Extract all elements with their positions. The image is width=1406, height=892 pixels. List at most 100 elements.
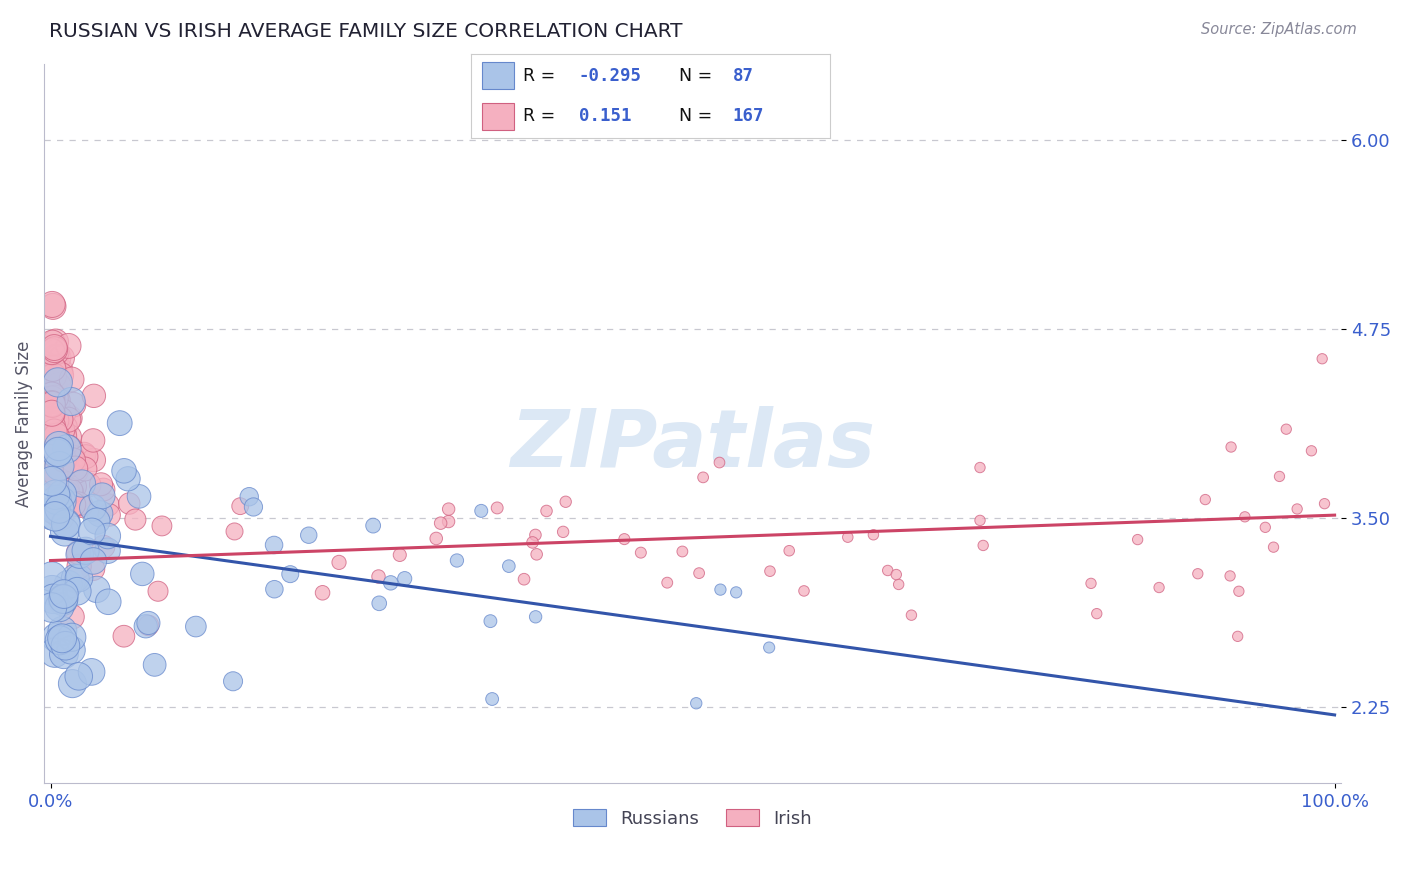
Point bbox=[481, 692, 503, 706]
Point bbox=[41, 408, 63, 422]
Point bbox=[238, 490, 260, 504]
Point bbox=[887, 577, 910, 591]
Point bbox=[49, 412, 72, 426]
Point bbox=[41, 388, 63, 402]
Point bbox=[70, 499, 93, 513]
Point bbox=[51, 351, 73, 365]
Y-axis label: Average Family Size: Average Family Size bbox=[15, 341, 32, 507]
Point bbox=[112, 464, 135, 478]
Point bbox=[41, 344, 63, 359]
Point bbox=[709, 582, 731, 597]
Point bbox=[41, 450, 63, 465]
Point bbox=[42, 446, 65, 460]
Point bbox=[876, 564, 898, 578]
Text: R =: R = bbox=[523, 107, 555, 125]
Point bbox=[1301, 443, 1323, 458]
Point bbox=[45, 631, 67, 645]
Point bbox=[52, 591, 75, 606]
Point bbox=[1313, 497, 1336, 511]
Point bbox=[45, 350, 67, 364]
Point bbox=[52, 405, 75, 419]
Point bbox=[52, 647, 75, 661]
Point bbox=[96, 543, 118, 558]
Point bbox=[900, 608, 922, 623]
Point bbox=[53, 450, 76, 465]
Point bbox=[526, 547, 548, 561]
Point bbox=[65, 571, 87, 585]
Point bbox=[311, 586, 333, 600]
Point bbox=[553, 524, 575, 539]
Point bbox=[83, 453, 105, 467]
Point bbox=[486, 500, 509, 515]
Point bbox=[59, 483, 82, 498]
Point bbox=[367, 569, 389, 583]
Point bbox=[1268, 469, 1291, 483]
Point bbox=[58, 412, 80, 426]
Point bbox=[51, 632, 73, 646]
Point bbox=[44, 488, 66, 502]
Point bbox=[524, 528, 547, 542]
Point bbox=[66, 497, 89, 511]
Point bbox=[48, 458, 70, 473]
Point bbox=[42, 360, 65, 375]
Point bbox=[97, 529, 120, 543]
Point bbox=[657, 575, 679, 590]
Point bbox=[55, 639, 77, 653]
Point bbox=[709, 456, 731, 470]
Point bbox=[62, 450, 84, 465]
Point bbox=[41, 360, 63, 375]
Point bbox=[778, 543, 800, 558]
Point bbox=[59, 411, 82, 425]
Point bbox=[51, 446, 73, 460]
Point bbox=[759, 564, 782, 578]
Point bbox=[46, 445, 69, 459]
Point bbox=[361, 518, 384, 533]
Point bbox=[65, 461, 87, 475]
Point bbox=[55, 517, 77, 532]
Point bbox=[1219, 569, 1241, 583]
Point bbox=[884, 567, 907, 582]
Point bbox=[41, 396, 63, 410]
Point bbox=[263, 538, 285, 552]
Point bbox=[80, 524, 103, 539]
Point bbox=[55, 460, 77, 475]
Point bbox=[41, 467, 63, 482]
Text: 167: 167 bbox=[733, 107, 765, 125]
Point bbox=[60, 394, 83, 409]
Point bbox=[66, 584, 89, 599]
Point bbox=[138, 618, 160, 632]
Point bbox=[67, 571, 90, 585]
Point bbox=[124, 512, 146, 526]
Point bbox=[58, 430, 80, 444]
Point bbox=[41, 375, 63, 389]
Point bbox=[1227, 584, 1250, 599]
Point bbox=[44, 646, 66, 660]
Point bbox=[41, 434, 63, 448]
Point bbox=[42, 300, 65, 314]
Point bbox=[46, 401, 69, 415]
Point bbox=[60, 643, 83, 657]
Point bbox=[75, 543, 97, 558]
Point bbox=[45, 429, 67, 443]
Point bbox=[45, 409, 67, 423]
Point bbox=[58, 339, 80, 353]
Point bbox=[437, 515, 460, 529]
Point bbox=[394, 572, 416, 586]
Point bbox=[118, 496, 141, 510]
Point bbox=[62, 398, 84, 412]
Point bbox=[41, 475, 63, 489]
Point bbox=[41, 404, 63, 418]
Point bbox=[97, 498, 120, 512]
Point bbox=[49, 510, 72, 524]
Point bbox=[224, 524, 246, 539]
Point bbox=[51, 423, 73, 437]
Point bbox=[48, 501, 70, 516]
Point bbox=[82, 554, 104, 568]
Text: ZIPatlas: ZIPatlas bbox=[510, 406, 875, 484]
Point bbox=[41, 503, 63, 517]
Point bbox=[522, 535, 544, 549]
Point bbox=[75, 450, 97, 464]
Point bbox=[49, 444, 72, 458]
Point bbox=[1286, 502, 1309, 516]
Point bbox=[41, 297, 63, 311]
